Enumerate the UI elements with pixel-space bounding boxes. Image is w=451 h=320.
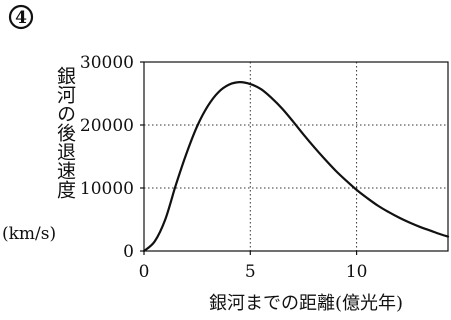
y-tick-label: 0: [123, 242, 134, 262]
y-tick-label: 30000: [80, 53, 134, 73]
axis-ticks: 0 10000 20000 30000 0 5 10: [80, 53, 368, 282]
x-axis-label: 銀河までの距離(億光年): [209, 293, 403, 314]
panel-number: 4: [15, 8, 27, 28]
y-axis-unit: (km/s): [2, 224, 57, 244]
x-tick-label: 10: [346, 262, 368, 282]
circle-4-icon: 4: [8, 4, 34, 30]
plot-frame: [143, 61, 449, 252]
x-tick-label: 0: [139, 262, 150, 282]
series-line: [142, 81, 450, 253]
y-tick-label: 20000: [80, 116, 134, 136]
y-tick-label: 10000: [80, 179, 134, 199]
grid: [144, 61, 448, 251]
x-tick-label: 5: [245, 262, 256, 282]
panel-number-badge: 4: [8, 4, 34, 30]
y-axis-label: 銀河の後退速度: [54, 66, 76, 199]
